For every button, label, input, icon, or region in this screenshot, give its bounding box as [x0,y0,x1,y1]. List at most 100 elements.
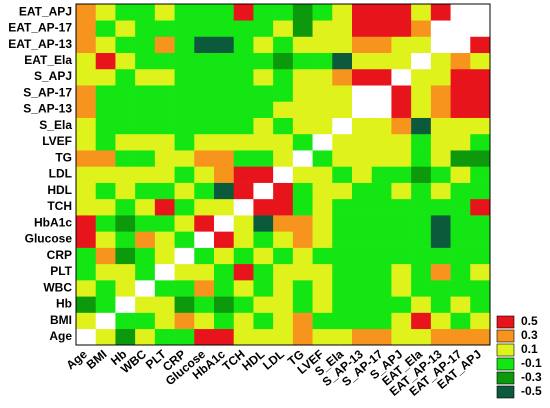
heatmap-cell [450,312,471,330]
heatmap-cell [194,312,215,330]
heatmap-cell [174,36,195,54]
heatmap-cell [194,215,215,232]
heatmap-cell [214,263,235,281]
heatmap-cell [174,20,195,37]
heatmap-cell [470,52,491,70]
heatmap-cell [194,296,215,313]
heatmap-cell [391,68,412,86]
heatmap-cell [292,85,313,102]
heatmap-cell [233,150,254,167]
heatmap-cell [430,312,451,330]
heatmap-cell [194,4,215,21]
heatmap-cell [470,182,491,200]
heatmap-cell [76,68,97,86]
heatmap-cell [273,20,294,37]
heatmap-cell [135,4,156,21]
heatmap-cell [371,117,392,135]
y-tick-label: EAT_AP-13 [8,37,72,51]
heatmap-cell [115,312,136,330]
heatmap-cell [273,52,294,70]
heatmap-cell [135,247,156,265]
heatmap-cell [214,215,235,232]
heatmap-cell [253,85,274,102]
heatmap-cell [352,4,373,21]
heatmap-cell [371,215,392,232]
heatmap-cell [411,182,432,200]
legend-label: 0.1 [521,342,538,356]
heatmap-cell [411,133,432,151]
heatmap-cell [95,52,116,70]
heatmap-cell [214,150,235,167]
heatmap-cell [352,133,373,151]
heatmap-cell [95,36,116,54]
heatmap-cell [253,312,274,330]
heatmap-cell [391,166,412,183]
heatmap-cell [253,296,274,313]
heatmap-cell [450,52,471,70]
heatmap-cell [292,36,313,54]
heatmap-cell [95,4,116,21]
heatmap-cell [312,68,333,86]
heatmap-cell [115,182,136,200]
heatmap-cell [371,20,392,37]
heatmap-cell [273,133,294,151]
heatmap-cell [76,198,97,216]
heatmap-cell [115,36,136,54]
heatmap-cell [214,68,235,86]
heatmap-cell [292,166,313,183]
heatmap-cell [273,296,294,313]
heatmap-cell [430,328,451,346]
heatmap-cell [273,36,294,54]
heatmap-cell [430,263,451,281]
heatmap-cell [292,263,313,281]
heatmap-cell [470,247,491,265]
heatmap-cell [371,68,392,86]
heatmap-cell [430,198,451,216]
heatmap-cell [174,182,195,200]
heatmap-cell [154,85,175,102]
heatmap-cell [332,247,353,265]
heatmap-cell [115,4,136,21]
heatmap-cell [76,328,97,346]
heatmap-cell [135,133,156,151]
heatmap-cell [76,133,97,151]
heatmap-cell [95,296,116,313]
heatmap-cell [76,85,97,102]
heatmap-cell [214,166,235,183]
heatmap-cell [292,328,313,346]
x-tick-label: LDL [260,347,287,373]
heatmap-cell [332,263,353,281]
heatmap-cell [332,215,353,232]
heatmap-cell [253,20,274,37]
heatmap-cell [411,4,432,21]
heatmap-cell [214,20,235,37]
heatmap-cell [450,166,471,183]
heatmap-cell [135,85,156,102]
heatmap-cell [154,312,175,330]
heatmap-cell [194,328,215,346]
heatmap-cell [411,263,432,281]
heatmap-cell [411,312,432,330]
heatmap-cell [411,150,432,167]
heatmap-cell [391,312,412,330]
heatmap-cell [233,68,254,86]
heatmap-cell [411,328,432,346]
heatmap-cell [430,52,451,70]
heatmap-cell [95,312,116,330]
heatmap-cell [371,328,392,346]
heatmap-cell [135,296,156,313]
heatmap-cell [194,101,215,118]
heatmap-cell [292,101,313,118]
heatmap-cell [450,36,471,54]
heatmap-cell [76,280,97,297]
heatmap-cell [470,166,491,183]
heatmap-cell [292,20,313,37]
heatmap-cell [154,68,175,86]
heatmap-cell [352,68,373,86]
heatmap-cell [411,215,432,232]
heatmap-cell [292,280,313,297]
heatmap-cell [273,198,294,216]
heatmap-cell [95,150,116,167]
heatmap-cell [194,20,215,37]
heatmap-cell [470,85,491,102]
